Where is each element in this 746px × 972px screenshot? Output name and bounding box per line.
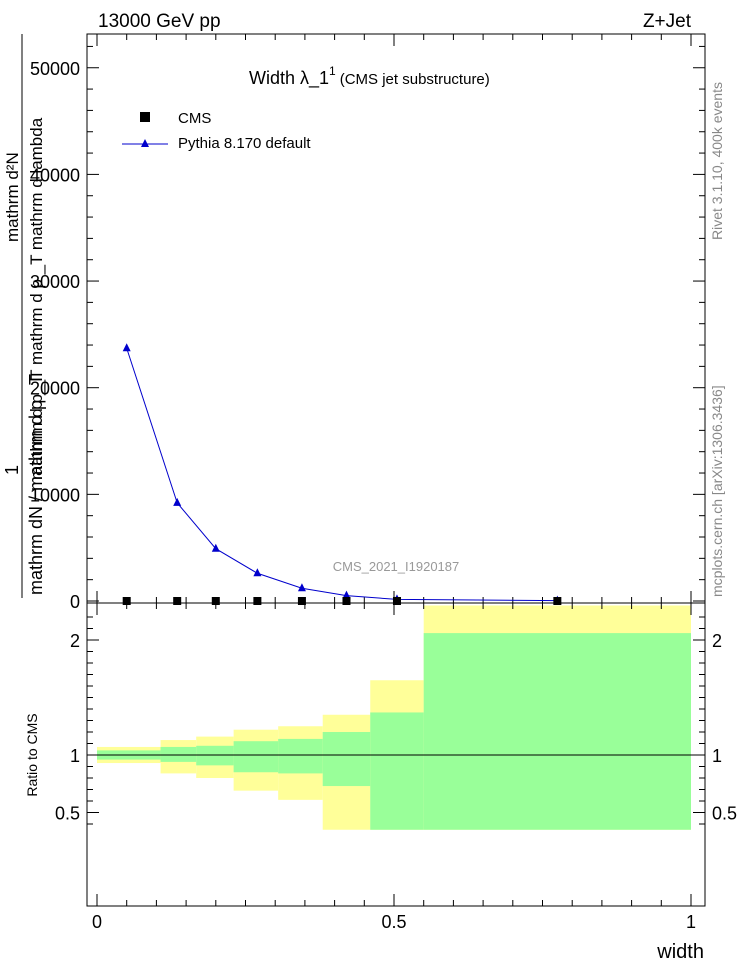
ratio-band-inner (423, 633, 691, 830)
main-ylabel-denominator: mathrm dN / mathrm d p _T (26, 374, 47, 595)
ratio-x-tick-label: 0 (92, 912, 102, 932)
ratio-panel: 0.5 0.5 1 1 2 2 0 0.5 1 Ratio to CMS width (24, 602, 737, 963)
ratio-band-inner (160, 746, 197, 762)
ratio-band-inner (278, 738, 323, 774)
cms-point (122, 597, 131, 605)
header-right: Z+Jet (643, 11, 692, 32)
ratio-y-tick-label: 2 (70, 631, 80, 651)
cms-point (392, 597, 401, 605)
main-ylabel-numerator: 1 (2, 465, 22, 475)
ratio-band-inner (370, 712, 424, 830)
ratio-ticks (87, 603, 705, 906)
header-left: 13000 GeV pp (98, 11, 221, 32)
pythia-line (126, 348, 558, 602)
legend-pythia-label: Pythia 8.170 default (178, 135, 311, 152)
pythia-point (253, 568, 262, 577)
cms-point (342, 597, 351, 605)
ratio-band-inner (233, 741, 279, 773)
main-panel: 0 10000 20000 30000 40000 50000 Width λ_11 (CM… (2, 33, 706, 612)
cms-point (211, 597, 220, 605)
main-ylabel-num2: mathrm d²N (3, 152, 22, 242)
ratio-tick-labels: 0.5 0.5 1 1 2 2 0 0.5 1 (55, 631, 737, 932)
main-y-tick-labels: 0 10000 20000 30000 40000 50000 (30, 59, 80, 612)
ratio-y-tick-label-right: 2 (712, 631, 722, 651)
ratio-x-tick-label: 0.5 (381, 912, 406, 932)
main-y-tick-label: 30000 (30, 272, 80, 292)
main-y-tick-label: 50000 (30, 59, 80, 79)
ratio-y-tick-label-right: 0.5 (712, 804, 737, 824)
cms-points (122, 597, 562, 605)
legend-pythia-marker (141, 139, 149, 147)
legend-cms-label: CMS (178, 110, 211, 127)
pythia-point (122, 343, 131, 352)
main-y-tick-label: 10000 (30, 485, 80, 505)
ratio-y-tick-label: 1 (70, 746, 80, 766)
analysis-watermark: CMS_2021_I1920187 (333, 559, 460, 574)
ratio-bands (97, 605, 691, 830)
ratio-x-tick-label: 1 (686, 912, 696, 932)
legend-cms-marker (140, 112, 150, 122)
ratio-xlabel: width (656, 941, 704, 963)
pythia-point (211, 543, 220, 552)
ratio-ylabel: Ratio to CMS (24, 713, 40, 796)
cms-point (173, 597, 182, 605)
ratio-y-tick-label: 0.5 (55, 804, 80, 824)
cms-point (253, 597, 262, 605)
plot-title: Width λ_11 (CMS jet substructure) (249, 64, 490, 89)
ratio-y-tick-label-right: 1 (712, 746, 722, 766)
ratio-frame (86, 602, 706, 907)
legend: CMS Pythia 8.170 default (122, 110, 311, 152)
pythia-point (173, 497, 182, 506)
cms-point (297, 597, 306, 605)
ratio-band-inner (322, 732, 371, 787)
main-ylabel-den2: mathrm d p _T mathrm d p _T mathrm d lam… (27, 117, 46, 480)
mcplots-label: mcplots.cern.ch [arXiv:1306.3436] (709, 385, 725, 597)
cms-point (553, 597, 562, 605)
rivet-label: Rivet 3.1.10, 400k events (709, 82, 725, 240)
pythia-point (297, 583, 306, 592)
ratio-band-inner (196, 745, 234, 766)
main-y-tick-label: 0 (70, 592, 80, 612)
main-y-tick-label: 40000 (30, 165, 80, 185)
main-y-tick-label: 20000 (30, 379, 80, 399)
pythia-point (342, 590, 351, 599)
